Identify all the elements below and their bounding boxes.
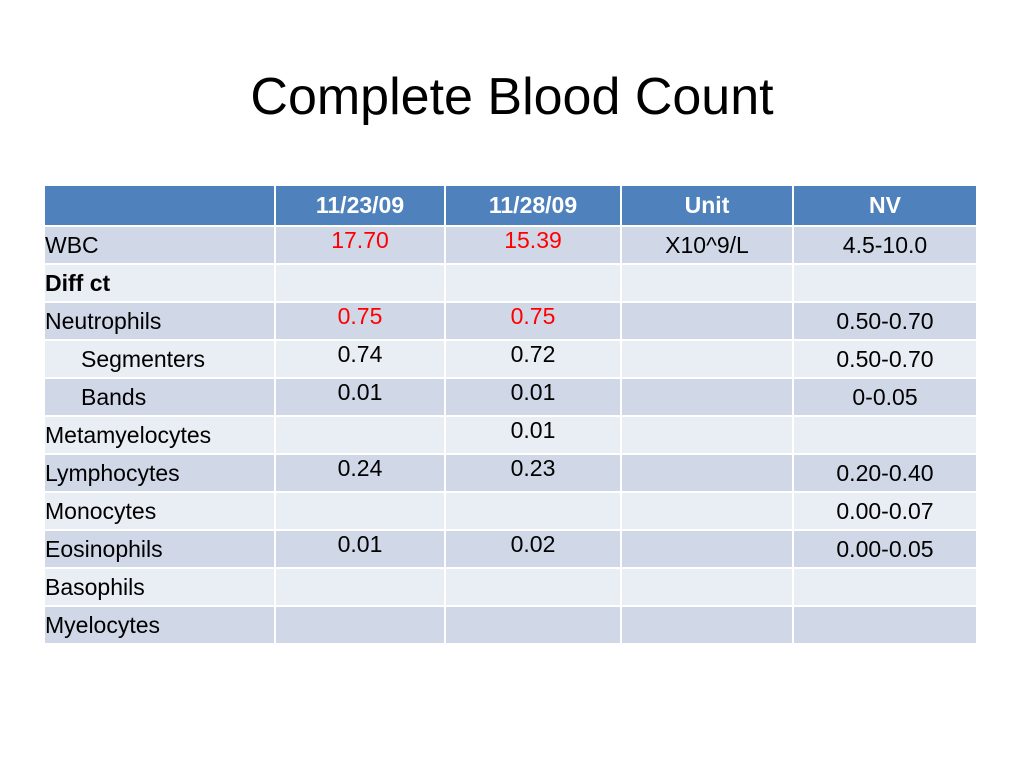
row-label: Eosinophils — [43, 529, 276, 569]
row-label: Basophils — [43, 567, 276, 607]
row-label: Bands — [43, 377, 276, 417]
value-cell-date-2 — [444, 491, 622, 531]
row-label: Neutrophils — [43, 301, 276, 341]
row-label: Myelocytes — [43, 605, 276, 645]
header-cell-date-2: 11/28/09 — [444, 184, 622, 227]
unit-cell — [620, 415, 794, 455]
value-cell-date-2: 0.01 — [444, 415, 622, 455]
unit-cell — [620, 567, 794, 607]
value-cell-date-1 — [274, 491, 446, 531]
table-row: Myelocytes — [43, 605, 978, 645]
normal-value-cell: 4.5-10.0 — [792, 225, 978, 265]
value-cell-date-1: 0.24 — [274, 453, 446, 493]
header-cell-date-1: 11/23/09 — [274, 184, 446, 227]
table-row: WBC 17.70 15.39 X10^9/L 4.5-10.0 — [43, 225, 978, 265]
value-cell-date-2: 15.39 — [444, 225, 622, 265]
slide-title: Complete Blood Count — [250, 68, 774, 126]
value-cell-date-1: 0.74 — [274, 339, 446, 379]
cbc-table: 11/23/09 11/28/09 Unit NV WBC 17.70 15.39 X… — [43, 184, 978, 645]
value-cell-date-2 — [444, 263, 622, 303]
normal-value-cell: 0.20-0.40 — [792, 453, 978, 493]
normal-value-cell: 0.50-0.70 — [792, 301, 978, 341]
table-row: Metamyelocytes 0.01 — [43, 415, 978, 455]
value-cell-date-1 — [274, 605, 446, 645]
unit-cell — [620, 529, 794, 569]
row-label: Monocytes — [43, 491, 276, 531]
normal-value-cell — [792, 567, 978, 607]
value-cell-date-1 — [274, 263, 446, 303]
unit-cell — [620, 339, 794, 379]
value-cell-date-2: 0.23 — [444, 453, 622, 493]
unit-cell — [620, 605, 794, 645]
row-label: Lymphocytes — [43, 453, 276, 493]
value-cell-date-1: 0.01 — [274, 529, 446, 569]
value-cell-date-2: 0.72 — [444, 339, 622, 379]
row-label: Diff ct — [43, 263, 276, 303]
normal-value-cell: 0.00-0.07 — [792, 491, 978, 531]
unit-cell — [620, 301, 794, 341]
row-label: Metamyelocytes — [43, 415, 276, 455]
row-label: Segmenters — [43, 339, 276, 379]
table-row: Segmenters 0.74 0.72 0.50-0.70 — [43, 339, 978, 379]
value-cell-date-1: 0.75 — [274, 301, 446, 341]
normal-value-cell — [792, 415, 978, 455]
value-cell-date-2: 0.01 — [444, 377, 622, 417]
table-row: Bands 0.01 0.01 0-0.05 — [43, 377, 978, 417]
unit-cell — [620, 491, 794, 531]
value-cell-date-2 — [444, 605, 622, 645]
value-cell-date-1 — [274, 567, 446, 607]
unit-cell — [620, 263, 794, 303]
value-cell-date-1 — [274, 415, 446, 455]
table-header-row: 11/23/09 11/28/09 Unit NV — [43, 184, 978, 227]
unit-cell — [620, 453, 794, 493]
unit-cell: X10^9/L — [620, 225, 794, 265]
header-cell-nv: NV — [792, 184, 978, 227]
value-cell-date-1: 17.70 — [274, 225, 446, 265]
header-cell-unit: Unit — [620, 184, 794, 227]
normal-value-cell — [792, 605, 978, 645]
value-cell-date-1: 0.01 — [274, 377, 446, 417]
normal-value-cell: 0-0.05 — [792, 377, 978, 417]
table-row: Diff ct — [43, 263, 978, 303]
table-row: Eosinophils 0.01 0.02 0.00-0.05 — [43, 529, 978, 569]
table-row: Monocytes 0.00-0.07 — [43, 491, 978, 531]
value-cell-date-2 — [444, 567, 622, 607]
normal-value-cell — [792, 263, 978, 303]
row-label: WBC — [43, 225, 276, 265]
header-cell-blank — [43, 184, 276, 227]
table-row: Neutrophils 0.75 0.75 0.50-0.70 — [43, 301, 978, 341]
normal-value-cell: 0.00-0.05 — [792, 529, 978, 569]
normal-value-cell: 0.50-0.70 — [792, 339, 978, 379]
unit-cell — [620, 377, 794, 417]
table-row: Lymphocytes 0.24 0.23 0.20-0.40 — [43, 453, 978, 493]
value-cell-date-2: 0.75 — [444, 301, 622, 341]
table-row: Basophils — [43, 567, 978, 607]
value-cell-date-2: 0.02 — [444, 529, 622, 569]
